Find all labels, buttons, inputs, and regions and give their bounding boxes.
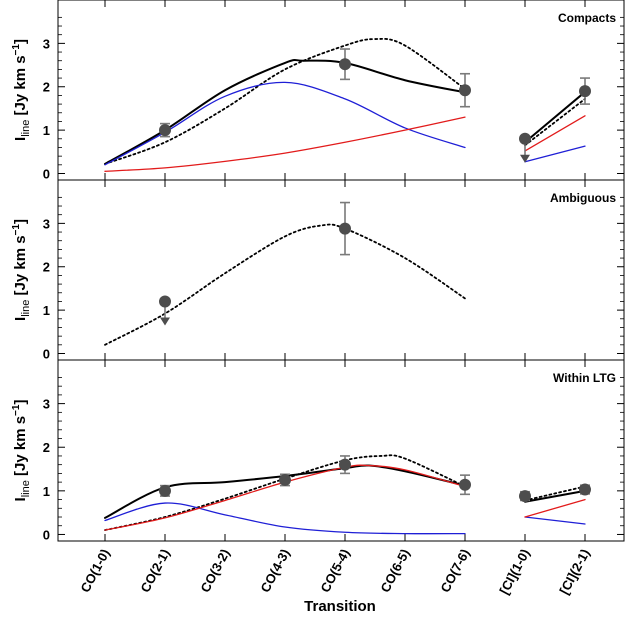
data-point xyxy=(159,124,171,137)
panel-frame xyxy=(57,359,625,542)
y-axis-title-sup: −1 xyxy=(11,44,22,56)
x-tick-label: [CI](2-1) xyxy=(556,546,592,596)
x-axis-title: Transition xyxy=(304,598,376,615)
data-point xyxy=(519,490,531,503)
series-line-ci xyxy=(524,489,586,503)
data-point xyxy=(519,132,531,145)
series-line-ci xyxy=(524,115,586,152)
y-axis-title: Iline [Jy km s−1] xyxy=(11,400,32,502)
data-point xyxy=(579,483,591,496)
series-line-co xyxy=(104,454,466,531)
data-point xyxy=(279,473,291,486)
y-tick-label: 0 xyxy=(43,346,50,361)
panel-ambiguous: 0 1 2 3 Ambiguous Iline [Jy km s−1] xyxy=(11,179,625,361)
panel-within-ltg: 0 1 2 3 Within LTG Iline [Jy km s−1] xyxy=(11,359,625,542)
series-line-co xyxy=(104,464,466,531)
series-line-co xyxy=(104,464,466,519)
y-axis-title-close: ] xyxy=(12,39,29,44)
y-axis-title-unit: [Jy km s xyxy=(12,235,29,299)
data-point xyxy=(339,458,351,471)
y-axis-title-unit: [Jy km s xyxy=(12,55,29,119)
data-point xyxy=(459,84,471,97)
x-tick-label: CO(4-3) xyxy=(257,546,292,594)
panel-title: Compacts xyxy=(558,11,616,25)
x-tick-label: CO(1-0) xyxy=(77,546,112,594)
x-axis: CO(1-0) CO(2-1) CO(3-2) CO(4-3) CO(5-4) CO(6-… xyxy=(77,546,592,596)
data-point xyxy=(579,85,591,98)
y-tick-label: 2 xyxy=(43,440,50,455)
y-tick-label: 3 xyxy=(43,216,50,231)
series-line-ci xyxy=(524,498,586,518)
data-point xyxy=(339,58,351,71)
y-axis-title-sup: −1 xyxy=(11,224,22,236)
y-tick-label: 0 xyxy=(43,527,50,542)
series-line-ci xyxy=(524,145,586,163)
y-tick-label: 1 xyxy=(43,123,50,138)
y-axis-title-main: I xyxy=(12,317,29,321)
y-tick-label: 3 xyxy=(43,397,50,412)
x-tick-label: CO(2-1) xyxy=(137,546,172,594)
series-line-ci xyxy=(524,97,586,147)
series-line-ci xyxy=(524,90,586,144)
y-tick-label: 2 xyxy=(43,260,50,275)
upper-limit-arrow xyxy=(520,154,530,163)
series-line-co xyxy=(104,223,466,346)
y-tick-label: 1 xyxy=(43,484,50,499)
x-tick-label: [CI](1-0) xyxy=(496,546,532,596)
series-line-co xyxy=(104,116,466,172)
data-point xyxy=(159,295,171,308)
y-axis-title-sub: line xyxy=(20,300,32,317)
panel-frame xyxy=(57,0,625,181)
panel-title: Ambiguous xyxy=(550,191,616,205)
y-axis-title-close: ] xyxy=(12,219,29,224)
y-axis-title-main: I xyxy=(12,137,29,141)
x-tick-label: CO(5-4) xyxy=(317,546,352,594)
y-tick-label: 2 xyxy=(43,80,50,95)
series-line-co xyxy=(104,37,466,165)
upper-limit-arrow xyxy=(160,317,170,326)
panel-title: Within LTG xyxy=(553,371,616,385)
y-tick-label: 1 xyxy=(43,303,50,318)
y-tick-label: 0 xyxy=(43,166,50,181)
y-axis-title-sub: line xyxy=(20,480,32,497)
x-tick-label: CO(6-5) xyxy=(377,546,412,594)
series-line-co xyxy=(104,58,466,165)
panel-compacts: 0 1 2 3 Compacts Iline [Jy km s−1] xyxy=(11,0,625,181)
y-axis-title-main: I xyxy=(12,497,29,501)
y-axis-title-close: ] xyxy=(12,400,29,405)
y-tick-label: 3 xyxy=(43,36,50,51)
data-point xyxy=(459,478,471,491)
y-axis-title: Iline [Jy km s−1] xyxy=(11,39,32,141)
y-axis-title-unit: [Jy km s xyxy=(12,416,29,480)
data-point xyxy=(339,222,351,235)
x-tick-label: CO(3-2) xyxy=(197,546,232,594)
y-axis-title-sup: −1 xyxy=(11,404,22,416)
y-axis-title: Iline [Jy km s−1] xyxy=(11,219,32,321)
panel-frame xyxy=(57,179,625,361)
series-line-co xyxy=(104,502,466,535)
series-line-ci xyxy=(524,516,586,525)
series-line-ci xyxy=(524,485,586,502)
data-point xyxy=(159,484,171,497)
y-axis-title-sub: line xyxy=(20,120,32,137)
x-tick-label: CO(7-6) xyxy=(437,546,472,594)
